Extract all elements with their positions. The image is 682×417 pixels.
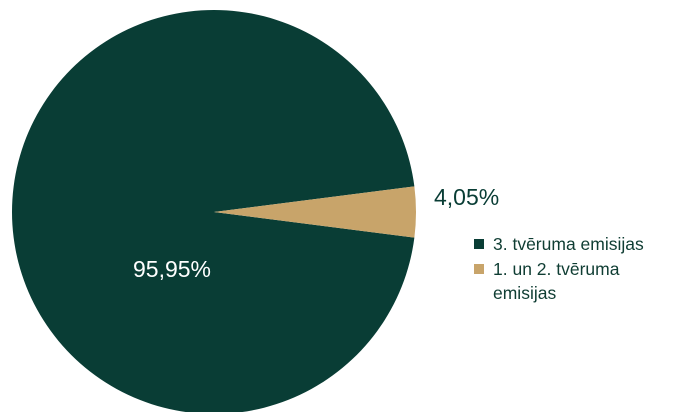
- pie-label-scope3: 95,95%: [133, 256, 211, 282]
- legend-item-scope1-2: 1. un 2. tvēruma emisijas: [474, 257, 679, 305]
- legend-label-scope1-2: 1. un 2. tvēruma emisijas: [493, 259, 620, 303]
- chart-legend: 3. tvēruma emisijas 1. un 2. tvēruma emi…: [474, 232, 679, 306]
- pie-label-scope1-2: 4,05%: [434, 184, 499, 210]
- pie-slice-scope1-2: [214, 186, 417, 238]
- legend-swatch-scope1-2: [474, 264, 484, 274]
- legend-item-scope3: 3. tvēruma emisijas: [474, 232, 679, 256]
- legend-swatch-scope3: [474, 239, 484, 249]
- legend-label-scope3: 3. tvēruma emisijas: [493, 234, 644, 254]
- pie-slice-scope3: [12, 9, 415, 415]
